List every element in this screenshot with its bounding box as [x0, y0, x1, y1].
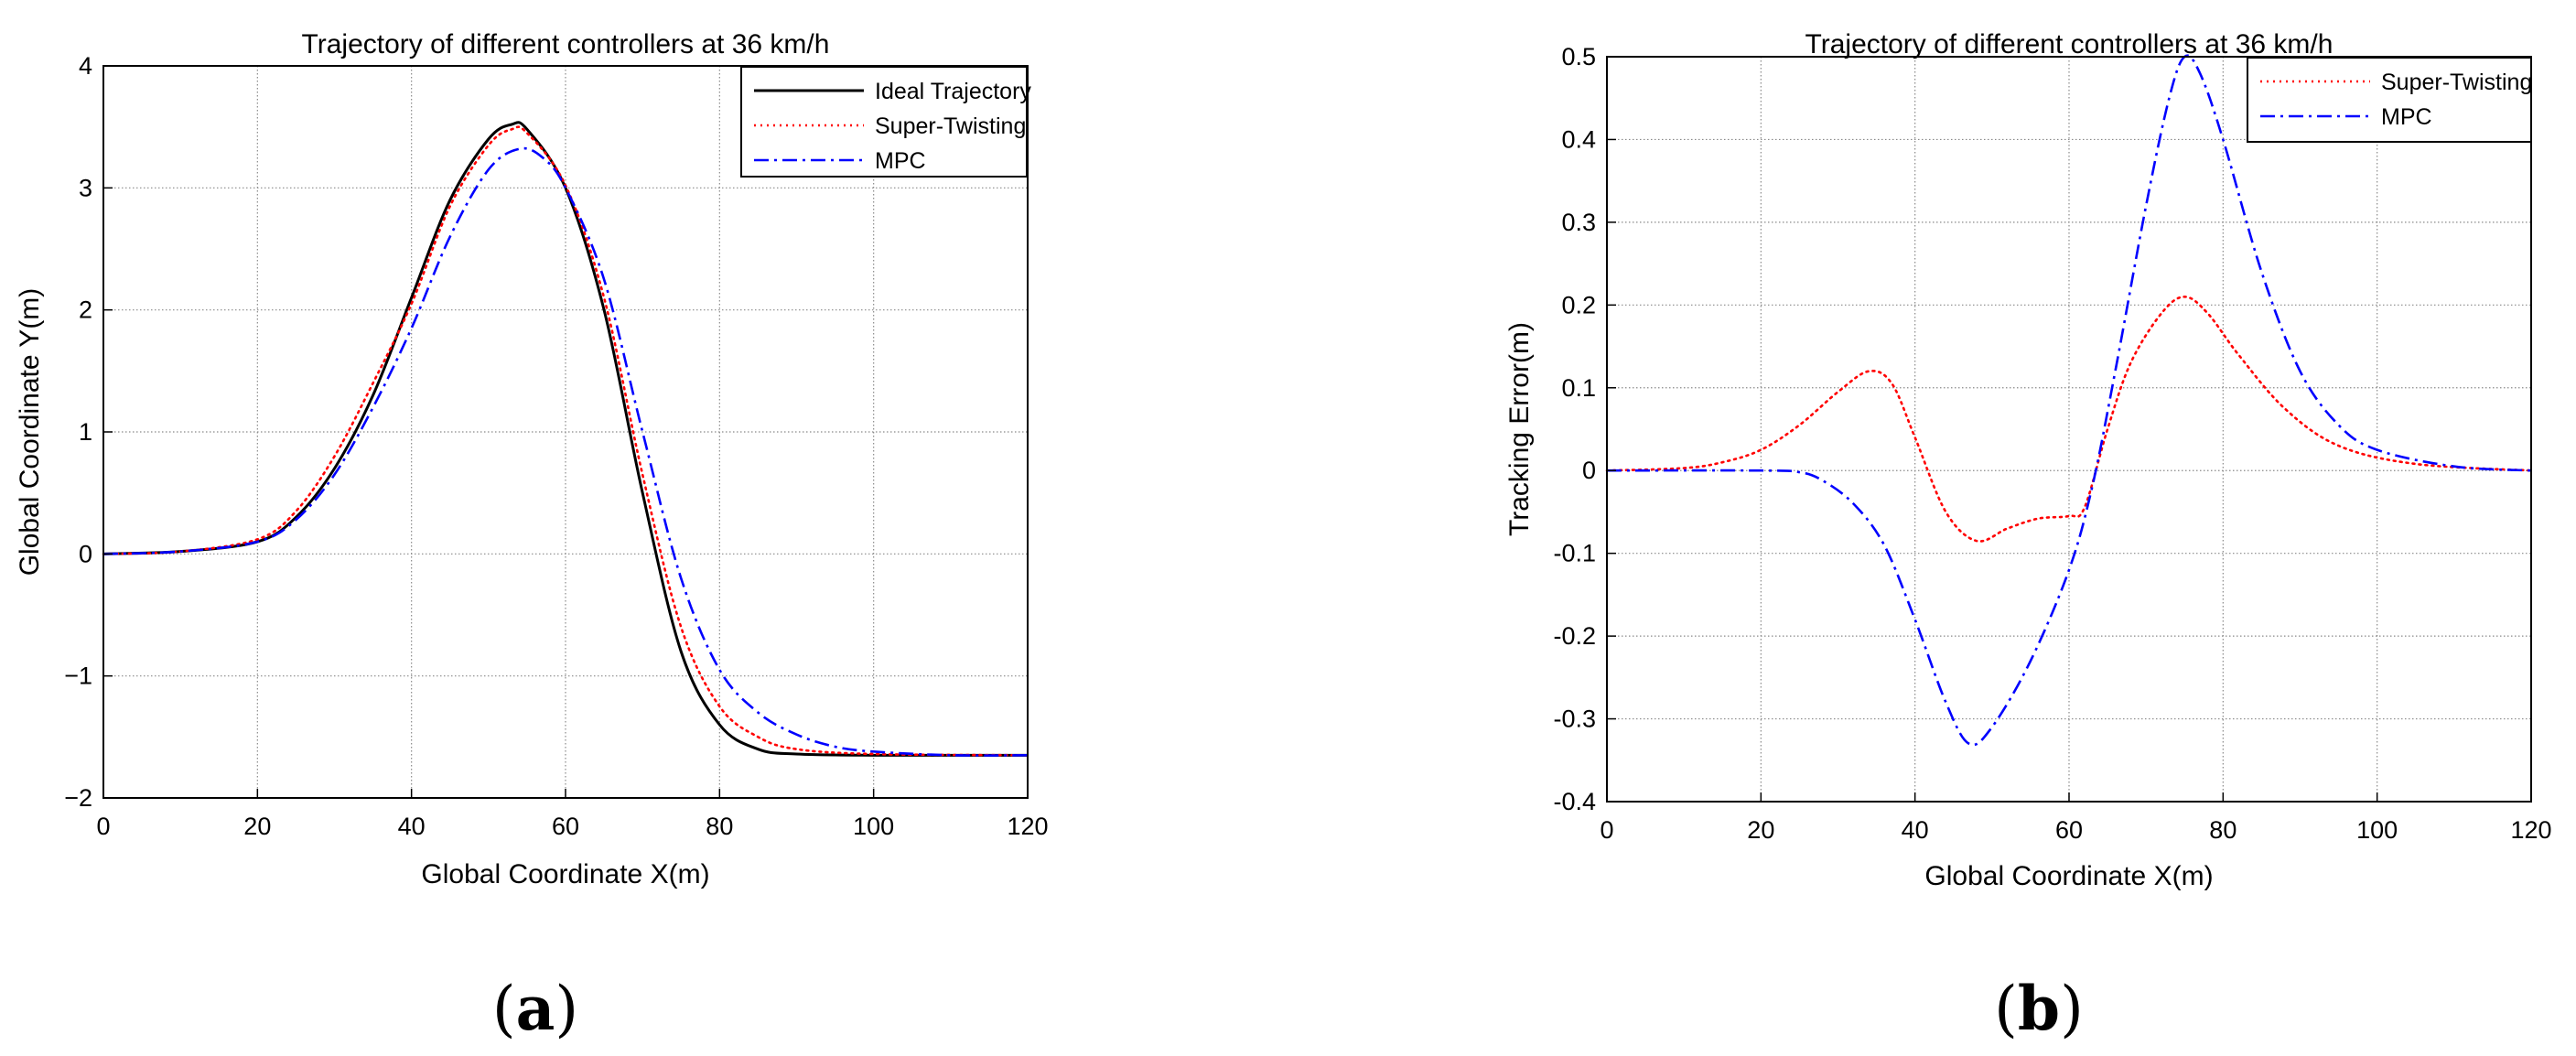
panel-a-legend-label: Super-Twisting: [875, 113, 1026, 139]
panel-a-x-axis-label: Global Coordinate X(m): [421, 859, 709, 889]
panel-a-x-tick-label: 0: [96, 813, 110, 840]
panel-a-x-tick-label: 100: [853, 813, 894, 840]
panel-a-title: Trajectory of different controllers at 3…: [302, 29, 830, 59]
panel-b-legend-box: [2247, 57, 2532, 143]
panel-b-y-tick-label: 0.2: [1561, 291, 1596, 318]
panel-a-x-tick-label: 20: [243, 813, 271, 840]
caption-b: (b): [1994, 973, 2084, 1044]
panel-b-legend-label: Super-Twisting: [2381, 70, 2532, 95]
panel-b-x-tick-label: 80: [2209, 816, 2236, 844]
panel-a-x-tick-label: 60: [552, 813, 579, 840]
panel-b-title: Trajectory of different controllers at 3…: [1805, 29, 2333, 59]
panel-b-series-mpc-line: [1606, 54, 2532, 747]
caption-b-letter: b: [2018, 973, 2060, 1044]
panel-b-y-tick-label: 0.1: [1561, 374, 1596, 402]
panel-b-x-tick-label: 100: [2356, 816, 2398, 844]
panel-a-ticks: 0 20 40 60 80 100 120 −2 −1 0 1 2 3 4: [64, 52, 1048, 840]
panel-b-legend: Super-Twisting MPC: [2247, 57, 2532, 143]
panel-b-series: [1605, 54, 2533, 747]
panel-b-plot-area: [1607, 57, 2531, 802]
panel-b-x-tick-label: 20: [1747, 816, 1774, 844]
panel-a-series: [102, 121, 1029, 757]
panel-a-y-tick-label: 2: [79, 296, 92, 324]
panel-b-y-tick-label: 0.4: [1561, 125, 1596, 153]
panel-b-y-tick-label: 0.3: [1561, 209, 1596, 236]
panel-b-y-tick-label: 0.5: [1561, 43, 1596, 70]
panel-a-legend-label: MPC: [875, 148, 926, 174]
panel-b-x-tick-label: 40: [1902, 816, 1929, 844]
panel-a-y-tick-label: −2: [64, 784, 92, 812]
panel-a-y-tick-label: 3: [79, 174, 92, 201]
panel-b-legend-label: MPC: [2381, 104, 2432, 130]
panel-a-legend: Ideal Trajectory Super-Twisting MPC: [740, 66, 1031, 178]
panel-a-y-tick-label: −1: [64, 663, 92, 690]
panel-b-x-tick-label: 0: [1600, 816, 1613, 844]
panel-a-y-tick-label: 4: [79, 52, 92, 80]
panel-b-x-tick-label: 120: [2510, 816, 2551, 844]
panel-b-chart: 0 20 40 60 80 100 120 -0.4 -0.3 -0.2 -0.1 0 0.1 0.2 0.…: [1504, 29, 2552, 891]
panel-b-y-tick-label: -0.1: [1553, 540, 1596, 567]
panel-a-x-tick-label: 120: [1007, 813, 1048, 840]
panel-a-y-tick-label: 1: [79, 418, 92, 446]
panel-b-y-tick-label: 0: [1582, 457, 1596, 484]
panel-a-legend-label: Ideal Trajectory: [875, 79, 1031, 104]
panel-a-y-tick-label: 0: [79, 540, 92, 567]
panel-a-x-tick-label: 40: [398, 813, 426, 840]
panel-a-legend-box: [740, 66, 1028, 178]
panel-b-x-tick-label: 60: [2055, 816, 2083, 844]
panel-b-y-tick-label: -0.3: [1553, 706, 1596, 733]
panel-b-ticks: 0 20 40 60 80 100 120 -0.4 -0.3 -0.2 -0.1 0 0.1 0.2 0.…: [1553, 43, 2551, 844]
panel-b-y-tick-label: -0.2: [1553, 622, 1596, 650]
panel-b-x-axis-label: Global Coordinate X(m): [1924, 861, 2213, 891]
panel-a-x-tick-label: 80: [706, 813, 733, 840]
panel-a-series-ideal-trajectory-line: [102, 121, 1029, 757]
panel-b-series-super-twisting-line: [1605, 295, 2533, 543]
panel-a-series-mpc-line: [102, 146, 1029, 757]
panel-a-series-super-twisting-line: [102, 125, 1029, 757]
panel-b-y-tick-label: -0.4: [1553, 788, 1596, 815]
panel-b-y-axis-label: Tracking Error(m): [1504, 322, 1535, 536]
caption-a-letter: a: [516, 973, 555, 1044]
caption-a: (a): [492, 973, 578, 1044]
panel-a-y-axis-label: Global Coordinate Y(m): [15, 288, 45, 576]
panel-a-chart: 0 20 40 60 80 100 120 −2 −1 0 1 2 3 4 Trajectory of d…: [15, 29, 1049, 889]
